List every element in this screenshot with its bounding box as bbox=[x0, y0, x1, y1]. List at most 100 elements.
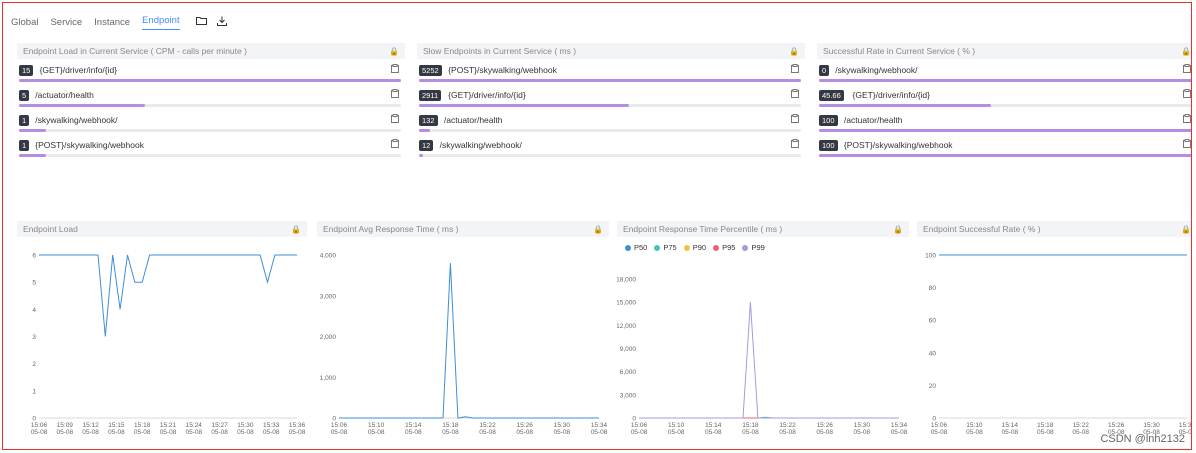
panel-header: Successful Rate in Current Service ( % )… bbox=[817, 43, 1191, 59]
x-tick-label: 05-08 bbox=[516, 429, 533, 436]
progress-track bbox=[819, 154, 1191, 157]
x-tick-label: 15:14 bbox=[1002, 422, 1019, 429]
legend-item[interactable]: P95 bbox=[713, 243, 735, 252]
x-tick-label: 15:22 bbox=[1073, 422, 1090, 429]
x-tick-label: 05-08 bbox=[668, 429, 685, 436]
watermark: CSDN @lnh2132 bbox=[1100, 433, 1185, 445]
tab-global[interactable]: Global bbox=[11, 16, 39, 28]
x-tick-label: 15:15 bbox=[108, 422, 125, 429]
copy-icon[interactable] bbox=[1183, 139, 1191, 150]
x-tick-label: 15:10 bbox=[668, 422, 685, 429]
x-tick-label: 15:34 bbox=[1179, 422, 1192, 429]
y-tick-label: 15,000 bbox=[617, 300, 636, 307]
y-tick-label: 1,000 bbox=[320, 375, 337, 382]
x-tick-label: 15:18 bbox=[442, 422, 459, 429]
value-badge: 5 bbox=[19, 90, 30, 101]
chart-panel-2: Endpoint Response Time Percentile ( ms )… bbox=[617, 221, 909, 447]
copy-icon[interactable] bbox=[791, 114, 799, 125]
legend-item[interactable]: P99 bbox=[742, 243, 765, 252]
x-tick-label: 05-08 bbox=[237, 429, 254, 436]
list-item[interactable]: 100 {POST}/skywalking/webhook bbox=[817, 134, 1191, 159]
panel-header: Endpoint Successful Rate ( % ) 🔒 bbox=[917, 221, 1191, 237]
x-tick-label: 05-08 bbox=[1108, 429, 1125, 436]
list-item[interactable]: 1 {POST}/skywalking/webhook bbox=[17, 134, 405, 159]
series-line-0[interactable] bbox=[39, 254, 297, 337]
list-panel-0: Endpoint Load in Current Service ( CPM -… bbox=[17, 43, 405, 173]
x-tick-label: 15:18 bbox=[742, 422, 759, 429]
x-tick-label: 05-08 bbox=[966, 429, 983, 436]
endpoint-label: /skywalking/webhook/ bbox=[835, 65, 918, 75]
x-tick-label: 05-08 bbox=[211, 429, 228, 436]
lock-icon[interactable]: 🔒 bbox=[291, 224, 301, 234]
progress-fill bbox=[419, 154, 423, 157]
copy-icon[interactable] bbox=[391, 89, 399, 100]
progress-track bbox=[819, 79, 1191, 82]
x-tick-label: 15:22 bbox=[479, 422, 496, 429]
y-tick-label: 6,000 bbox=[620, 369, 637, 376]
legend-item[interactable]: P50 bbox=[625, 243, 647, 252]
y-tick-label: 5 bbox=[32, 280, 36, 287]
y-tick-label: 0 bbox=[632, 416, 636, 423]
lock-icon[interactable]: 🔒 bbox=[389, 46, 399, 56]
panel-header: Endpoint Avg Response Time ( ms ) 🔒 bbox=[317, 221, 609, 237]
list-item[interactable]: 2911 {GET}/driver/info/{id} bbox=[417, 84, 805, 109]
x-tick-label: 15:14 bbox=[405, 422, 422, 429]
copy-icon[interactable] bbox=[1183, 89, 1191, 100]
x-tick-label: 05-08 bbox=[331, 429, 348, 436]
tab-endpoint[interactable]: Endpoint bbox=[142, 15, 180, 30]
list-item[interactable]: 12/skywalking/webhook/ bbox=[417, 134, 805, 159]
x-tick-label: 05-08 bbox=[854, 429, 871, 436]
legend-item[interactable]: P90 bbox=[683, 243, 706, 252]
legend-dot bbox=[683, 244, 690, 251]
x-tick-label: 05-08 bbox=[134, 429, 151, 436]
copy-icon[interactable] bbox=[791, 89, 799, 100]
tab-instance[interactable]: Instance bbox=[94, 16, 131, 28]
x-tick-label: 15:34 bbox=[891, 422, 908, 429]
list-item[interactable]: 1/skywalking/webhook/ bbox=[17, 109, 405, 134]
lock-icon[interactable]: 🔒 bbox=[1181, 46, 1191, 56]
list-item[interactable]: 0/skywalking/webhook/ bbox=[817, 59, 1191, 84]
copy-icon[interactable] bbox=[791, 139, 799, 150]
chart-svg: 03,0006,0009,00012,00015,00018,00015:060… bbox=[617, 277, 908, 437]
x-tick-label: 15:21 bbox=[160, 422, 177, 429]
legend-item[interactable]: P75 bbox=[654, 243, 677, 252]
lock-icon[interactable]: 🔒 bbox=[593, 224, 603, 234]
progress-fill bbox=[19, 104, 146, 107]
endpoint-label: {POST}/skywalking/webhook bbox=[843, 140, 953, 150]
list-item[interactable]: 45.66 {GET}/driver/info/{id} bbox=[817, 84, 1191, 109]
progress-fill bbox=[819, 79, 1191, 82]
y-tick-label: 3,000 bbox=[320, 293, 337, 300]
x-tick-label: 15:06 bbox=[931, 422, 948, 429]
copy-icon[interactable] bbox=[391, 139, 399, 150]
copy-icon[interactable] bbox=[1183, 64, 1191, 75]
x-tick-label: 15:30 bbox=[237, 422, 254, 429]
progress-fill bbox=[19, 129, 46, 132]
copy-icon[interactable] bbox=[391, 114, 399, 125]
download-icon[interactable] bbox=[216, 16, 227, 29]
x-tick-label: 05-08 bbox=[405, 429, 422, 436]
series-line-P99[interactable] bbox=[639, 302, 899, 419]
tab-bar: Global Service Instance Endpoint bbox=[11, 11, 233, 33]
copy-icon[interactable] bbox=[1183, 114, 1191, 125]
list-item[interactable]: 15 {GET}/driver/info/{id} bbox=[17, 59, 405, 84]
x-tick-label: 05-08 bbox=[1002, 429, 1019, 436]
panel-title: Successful Rate in Current Service ( % ) bbox=[823, 46, 976, 56]
lock-icon[interactable]: 🔒 bbox=[1181, 224, 1191, 234]
copy-icon[interactable] bbox=[391, 64, 399, 75]
x-tick-label: 05-08 bbox=[554, 429, 571, 436]
copy-icon[interactable] bbox=[791, 64, 799, 75]
list-item[interactable]: 100/actuator/health bbox=[817, 109, 1191, 134]
list-item[interactable]: 5/actuator/health bbox=[17, 84, 405, 109]
folder-icon[interactable] bbox=[195, 16, 207, 28]
lock-icon[interactable]: 🔒 bbox=[789, 46, 799, 56]
list-item[interactable]: 132/actuator/health bbox=[417, 109, 805, 134]
list-item[interactable]: 5252 {POST}/skywalking/webhook bbox=[417, 59, 805, 84]
tab-service[interactable]: Service bbox=[50, 16, 83, 28]
value-badge: 1 bbox=[19, 140, 30, 151]
progress-track bbox=[19, 154, 401, 157]
series-line-0[interactable] bbox=[339, 263, 599, 419]
value-badge: 100 bbox=[819, 115, 838, 126]
progress-fill bbox=[419, 104, 630, 107]
endpoint-label: /actuator/health bbox=[35, 90, 94, 100]
lock-icon[interactable]: 🔒 bbox=[893, 224, 903, 234]
